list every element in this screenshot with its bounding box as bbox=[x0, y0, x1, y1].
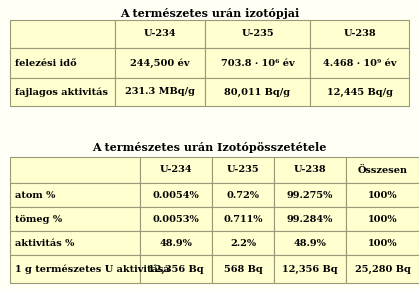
Text: 80,011 Bq/g: 80,011 Bq/g bbox=[225, 88, 290, 97]
Text: A természetes urán izotópjai: A természetes urán izotópjai bbox=[120, 8, 299, 19]
Text: 100%: 100% bbox=[368, 239, 397, 248]
Text: felezési idő: felezési idő bbox=[15, 58, 77, 68]
Text: 703.8 · 10⁶ év: 703.8 · 10⁶ év bbox=[221, 58, 294, 68]
Text: atom %: atom % bbox=[15, 191, 55, 200]
Bar bbox=[274, 231, 346, 255]
Bar bbox=[212, 157, 274, 183]
Text: 2.2%: 2.2% bbox=[230, 239, 256, 248]
Text: fajlagos aktivitás: fajlagos aktivitás bbox=[15, 87, 108, 97]
Bar bbox=[10, 157, 140, 183]
Bar bbox=[10, 183, 140, 207]
Bar bbox=[10, 78, 115, 106]
Text: U-234: U-234 bbox=[144, 29, 176, 38]
Bar bbox=[212, 183, 274, 207]
Text: 12,356 Bq: 12,356 Bq bbox=[148, 265, 204, 274]
Bar bbox=[274, 255, 346, 283]
Text: 4.468 · 10⁹ év: 4.468 · 10⁹ év bbox=[323, 58, 396, 68]
Text: aktivitás %: aktivitás % bbox=[15, 239, 75, 248]
Bar bbox=[205, 78, 310, 106]
Bar bbox=[346, 231, 419, 255]
Text: U-234: U-234 bbox=[160, 166, 192, 175]
Text: 48.9%: 48.9% bbox=[160, 239, 192, 248]
Text: 100%: 100% bbox=[368, 214, 397, 223]
Bar bbox=[212, 207, 274, 231]
Bar bbox=[115, 48, 205, 78]
Bar bbox=[10, 48, 115, 78]
Text: 99.284%: 99.284% bbox=[287, 214, 333, 223]
Text: 244,500 év: 244,500 év bbox=[130, 58, 190, 68]
Text: A természetes urán Izotópösszetétele: A természetes urán Izotópösszetétele bbox=[92, 142, 327, 153]
Text: 0.711%: 0.711% bbox=[223, 214, 263, 223]
Bar bbox=[346, 255, 419, 283]
Bar bbox=[346, 157, 419, 183]
Text: 568 Bq: 568 Bq bbox=[224, 265, 262, 274]
Bar bbox=[140, 207, 212, 231]
Bar bbox=[10, 207, 140, 231]
Bar bbox=[212, 255, 274, 283]
Text: U-238: U-238 bbox=[343, 29, 376, 38]
Bar bbox=[115, 78, 205, 106]
Text: 99.275%: 99.275% bbox=[287, 191, 333, 200]
Bar bbox=[274, 183, 346, 207]
Bar bbox=[310, 20, 409, 48]
Bar bbox=[10, 231, 140, 255]
Text: U-235: U-235 bbox=[241, 29, 274, 38]
Bar bbox=[140, 183, 212, 207]
Bar bbox=[205, 48, 310, 78]
Bar bbox=[274, 157, 346, 183]
Text: 12,445 Bq/g: 12,445 Bq/g bbox=[326, 88, 393, 97]
Bar bbox=[212, 231, 274, 255]
Text: tömeg %: tömeg % bbox=[15, 214, 62, 223]
Bar bbox=[140, 231, 212, 255]
Bar bbox=[205, 20, 310, 48]
Text: Összesen: Összesen bbox=[357, 166, 408, 175]
Text: U-238: U-238 bbox=[294, 166, 326, 175]
Text: 100%: 100% bbox=[368, 191, 397, 200]
Text: 0.0054%: 0.0054% bbox=[153, 191, 199, 200]
Text: 231.3 MBq/g: 231.3 MBq/g bbox=[125, 88, 195, 97]
Bar bbox=[115, 20, 205, 48]
Bar bbox=[10, 20, 115, 48]
Text: 0.0053%: 0.0053% bbox=[153, 214, 199, 223]
Bar bbox=[140, 157, 212, 183]
Bar bbox=[310, 78, 409, 106]
Text: 12,356 Bq: 12,356 Bq bbox=[282, 265, 338, 274]
Text: 0.72%: 0.72% bbox=[227, 191, 259, 200]
Bar bbox=[310, 48, 409, 78]
Bar bbox=[140, 255, 212, 283]
Text: 1 g természetes U aktivitása: 1 g természetes U aktivitása bbox=[15, 264, 170, 274]
Text: 48.9%: 48.9% bbox=[294, 239, 326, 248]
Text: 25,280 Bq: 25,280 Bq bbox=[354, 265, 411, 274]
Bar bbox=[346, 207, 419, 231]
Text: U-235: U-235 bbox=[227, 166, 259, 175]
Bar bbox=[274, 207, 346, 231]
Bar bbox=[346, 183, 419, 207]
Bar bbox=[10, 255, 140, 283]
